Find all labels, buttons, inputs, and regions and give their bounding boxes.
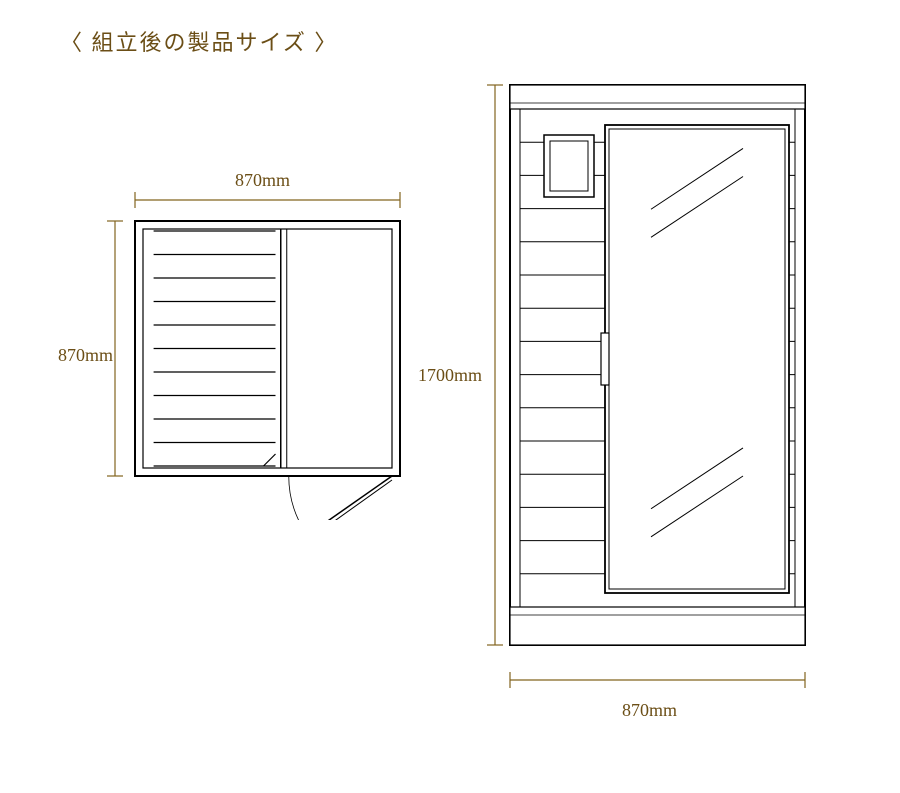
front-view-drawing: [400, 40, 840, 760]
top-view-drawing: [0, 150, 420, 520]
page-title: 〈 組立後の製品サイズ 〉: [60, 25, 338, 57]
top-view-width-label: 870mm: [235, 170, 290, 191]
front-view-width-label: 870mm: [622, 700, 677, 721]
diagram-canvas: 〈 組立後の製品サイズ 〉 870mm 870mm 1700mm 870mm: [0, 0, 900, 793]
front-view-height-label: 1700mm: [418, 365, 482, 386]
top-view-height-label: 870mm: [58, 345, 113, 366]
